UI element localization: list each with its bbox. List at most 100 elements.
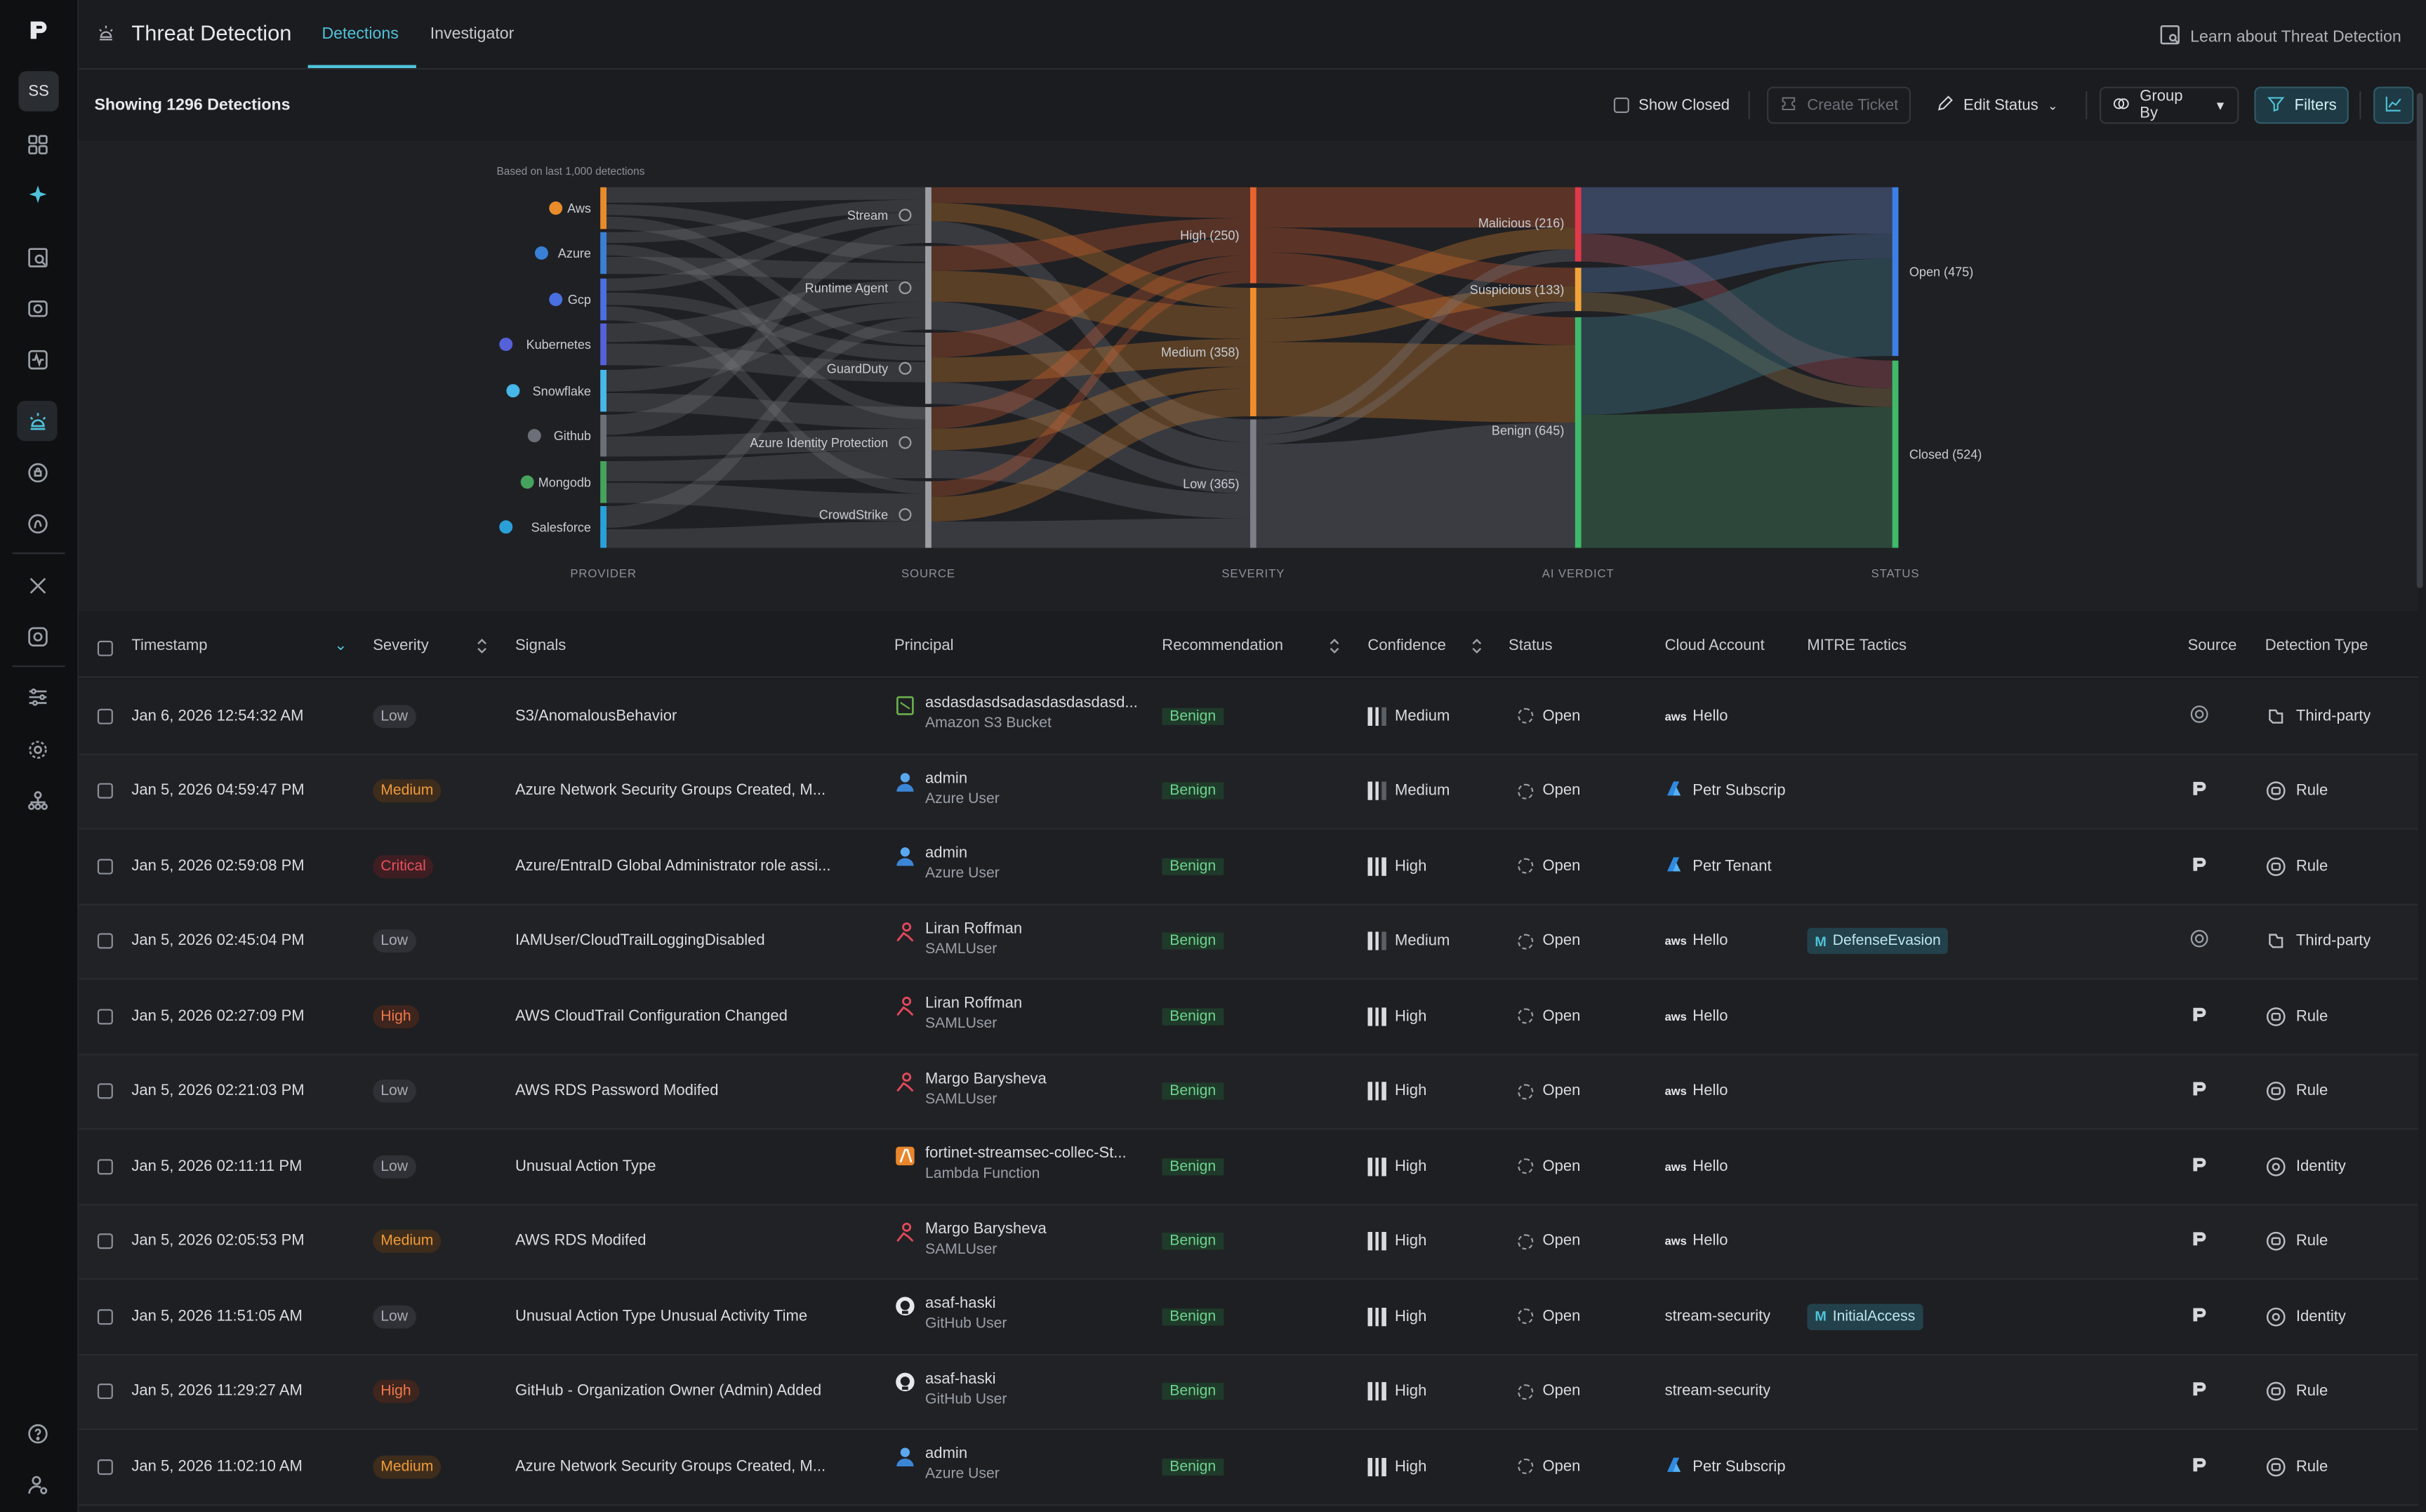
sankey-link-provider-source[interactable]: [606, 187, 926, 203]
sankey-link-provider-source[interactable]: [606, 204, 926, 262]
sankey-node-verdict[interactable]: [1575, 267, 1582, 312]
sankey-link-provider-source[interactable]: [606, 280, 926, 343]
principal[interactable]: Liran Roffman SAMLUser: [925, 920, 1151, 957]
row-checkbox[interactable]: [97, 1308, 113, 1325]
learn-link[interactable]: Learn about Threat Detection: [2158, 23, 2401, 51]
sankey-link-provider-source[interactable]: [606, 301, 926, 392]
group-by-dropdown[interactable]: Group By ▼: [2099, 86, 2239, 124]
dashboard-icon[interactable]: [17, 124, 57, 164]
edit-status-button[interactable]: Edit Status ⌄: [1925, 86, 2069, 124]
sankey-link-provider-source[interactable]: [606, 216, 926, 345]
filters-button[interactable]: Filters: [2254, 86, 2349, 124]
sankey-link-source-severity[interactable]: [931, 366, 1250, 451]
logo-icon[interactable]: [17, 9, 57, 49]
table-row[interactable]: Jan 5, 2026 11:29:27 AM High GitHub - Or…: [79, 1355, 2419, 1431]
user-avatar[interactable]: SS: [18, 71, 59, 112]
integrations-icon[interactable]: [17, 616, 57, 656]
sankey-link-verdict-status[interactable]: [1581, 233, 1893, 293]
sankey-link-verdict-status[interactable]: [1581, 292, 1893, 407]
sankey-node-severity[interactable]: [1250, 187, 1257, 284]
table-row[interactable]: Jan 5, 2026 02:05:53 PM Medium AWS RDS M…: [79, 1205, 2419, 1280]
sankey-link-severity-verdict[interactable]: [1256, 422, 1575, 548]
status[interactable]: Open: [1518, 1458, 1580, 1475]
signal[interactable]: AWS RDS Modifed: [515, 1233, 647, 1250]
sankey-link-severity-verdict[interactable]: [1256, 227, 1575, 319]
col-mitre-tactics[interactable]: MITRE Tactics: [1807, 637, 1907, 654]
table-row[interactable]: Jan 5, 2026 02:59:08 PM Critical Azure/E…: [79, 829, 2419, 905]
sankey-node-provider[interactable]: [600, 278, 607, 321]
sankey-link-source-severity[interactable]: [931, 255, 1250, 429]
sankey-link-source-severity[interactable]: [931, 202, 1250, 308]
table-row[interactable]: Jan 5, 2026 02:27:09 PM High AWS CloudTr…: [79, 979, 2419, 1055]
table-row[interactable]: Jan 5, 2026 02:21:03 PM Low AWS RDS Pass…: [79, 1054, 2419, 1130]
status[interactable]: Open: [1518, 1233, 1580, 1250]
status[interactable]: Open: [1518, 1308, 1580, 1325]
signal[interactable]: Azure Network Security Groups Created, M…: [515, 1458, 826, 1475]
sort-desc-icon[interactable]: ⌄: [334, 637, 347, 655]
principal[interactable]: admin Azure User: [925, 770, 1151, 807]
sankey-link-provider-source[interactable]: [606, 212, 926, 291]
status[interactable]: Open: [1518, 858, 1580, 875]
col-timestamp[interactable]: Timestamp: [131, 637, 207, 654]
row-checkbox[interactable]: [97, 1384, 113, 1400]
sankey-link-provider-source[interactable]: [606, 306, 926, 494]
sankey-link-provider-source[interactable]: [606, 199, 926, 244]
sort-icon[interactable]: [475, 637, 489, 654]
sankey-link-source-severity[interactable]: [931, 237, 1250, 358]
sankey-link-source-severity[interactable]: [931, 301, 1250, 472]
show-closed-checkbox[interactable]: [1613, 97, 1629, 113]
chart-toggle-button[interactable]: [2373, 86, 2414, 124]
col-status[interactable]: Status: [1509, 637, 1553, 654]
sankey-node-source[interactable]: [925, 481, 932, 548]
sankey-link-verdict-status[interactable]: [1581, 258, 1893, 415]
sankey-node-verdict[interactable]: [1575, 187, 1582, 262]
principal[interactable]: asdasdasdsadasdasdasdasd... Amazon S3 Bu…: [925, 695, 1151, 732]
col-recommendation[interactable]: Recommendation: [1162, 637, 1283, 654]
sankey-node-source[interactable]: [925, 333, 932, 404]
table-row[interactable]: Jan 6, 2026 12:54:32 AM Low S3/Anomalous…: [79, 679, 2419, 755]
sankey-link-severity-verdict[interactable]: [1256, 187, 1575, 228]
signal[interactable]: Unusual Action Type Unusual Activity Tim…: [515, 1308, 808, 1325]
sankey-link-provider-source[interactable]: [606, 244, 926, 420]
tab-investigator[interactable]: Investigator: [430, 25, 515, 44]
status[interactable]: Open: [1518, 708, 1580, 724]
signal[interactable]: Azure/EntraID Global Administrator role …: [515, 857, 831, 875]
sankey-link-source-severity[interactable]: [931, 338, 1250, 383]
sankey-node-status[interactable]: [1892, 187, 1899, 357]
sankey-link-provider-source[interactable]: [606, 317, 926, 528]
sankey-link-provider-source[interactable]: [606, 521, 926, 548]
sankey-link-source-severity[interactable]: [931, 270, 1250, 497]
col-detection-type[interactable]: Detection Type: [2265, 637, 2368, 654]
sankey-link-source-severity[interactable]: [931, 187, 1250, 218]
sliders-icon[interactable]: [17, 676, 57, 716]
sankey-link-severity-verdict[interactable]: [1256, 301, 1575, 444]
status[interactable]: Open: [1518, 1383, 1580, 1400]
table-row[interactable]: Jan 5, 2026 11:02:10 AM Medium Azure Net…: [79, 1430, 2419, 1506]
sankey-node-status[interactable]: [1892, 360, 1899, 548]
principal[interactable]: asaf-haski GitHub User: [925, 1370, 1151, 1407]
org-tree-icon[interactable]: [17, 780, 57, 820]
signal[interactable]: S3/AnomalousBehavior: [515, 708, 677, 725]
sankey-link-source-severity[interactable]: [931, 388, 1250, 522]
sankey-link-severity-verdict[interactable]: [1256, 252, 1575, 345]
principal[interactable]: admin Azure User: [925, 1445, 1151, 1483]
table-row[interactable]: Jan 5, 2026 11:51:05 AM Low Unusual Acti…: [79, 1280, 2419, 1355]
activity-icon[interactable]: [17, 339, 57, 379]
sankey-link-source-severity[interactable]: [931, 450, 1250, 519]
sankey-link-provider-source[interactable]: [606, 224, 926, 435]
status[interactable]: Open: [1518, 1083, 1580, 1100]
map-search-icon[interactable]: [17, 237, 57, 277]
sankey-link-severity-verdict[interactable]: [1256, 342, 1575, 423]
sankey-link-provider-source[interactable]: [606, 482, 926, 522]
signal[interactable]: Azure Network Security Groups Created, M…: [515, 783, 826, 800]
sankey-link-provider-source[interactable]: [606, 343, 926, 383]
sankey-link-provider-source[interactable]: [606, 392, 926, 429]
sankey-node-severity[interactable]: [1250, 288, 1257, 417]
status[interactable]: Open: [1518, 783, 1580, 800]
principal[interactable]: fortinet-streamsec-collec-St... Lambda F…: [925, 1145, 1151, 1182]
col-principal[interactable]: Principal: [894, 637, 954, 654]
principal[interactable]: Liran Roffman SAMLUser: [925, 995, 1151, 1033]
sankey-node-provider[interactable]: [600, 323, 607, 366]
sankey-node-provider[interactable]: [600, 232, 607, 274]
col-signals[interactable]: Signals: [515, 637, 566, 654]
